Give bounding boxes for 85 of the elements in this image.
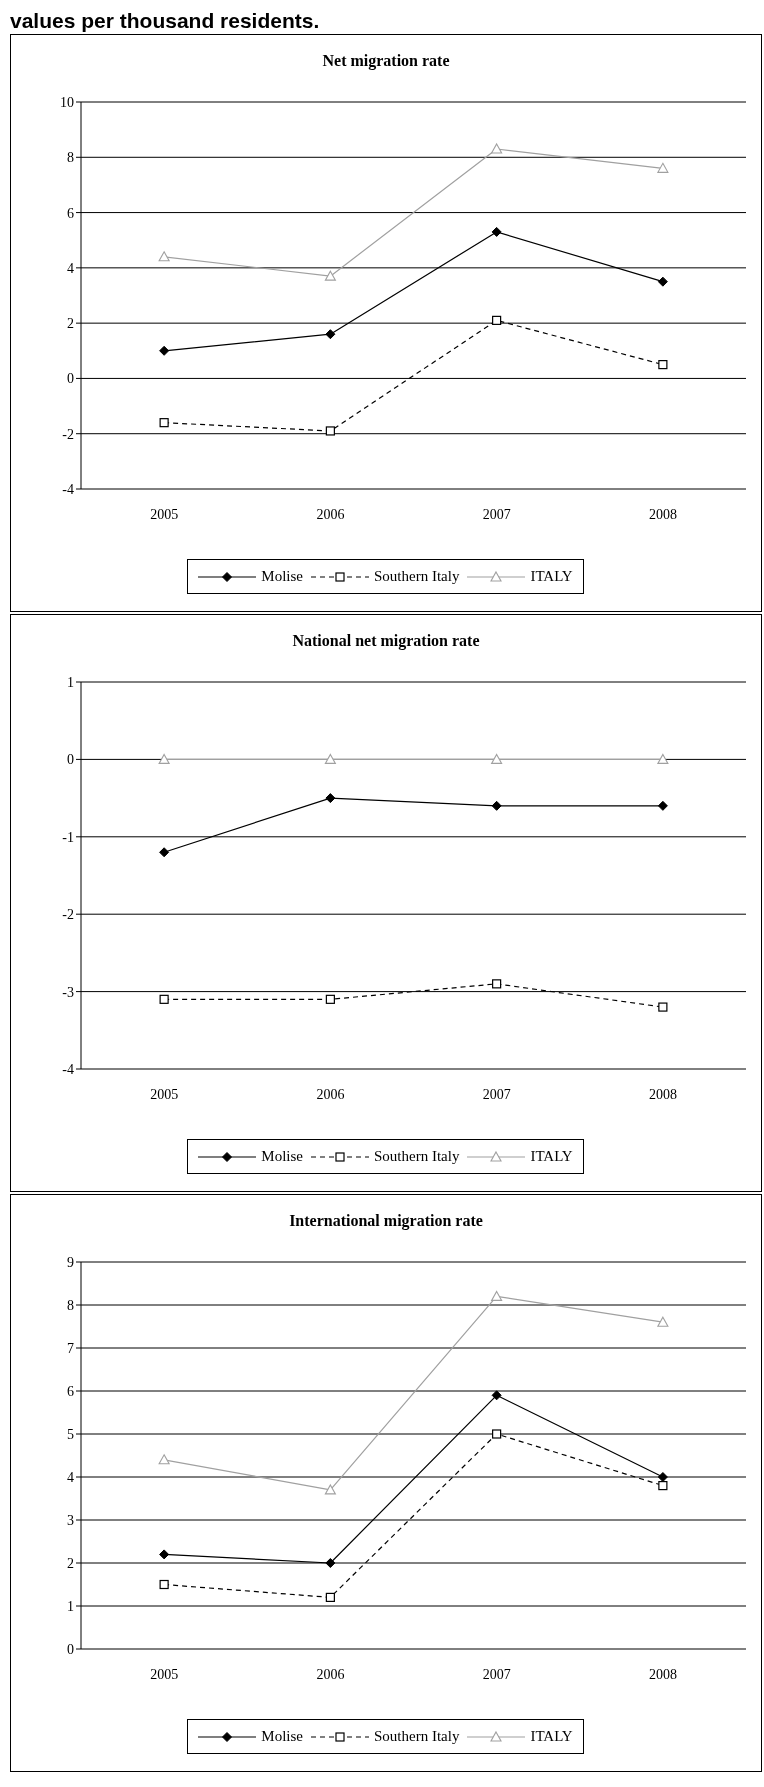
point xyxy=(325,1558,336,1568)
y-tick-label: -4 xyxy=(62,1061,74,1077)
point xyxy=(657,753,669,764)
point xyxy=(159,847,170,858)
point xyxy=(324,753,336,764)
y-tick-label: 8 xyxy=(67,1297,74,1313)
point xyxy=(159,418,169,428)
point xyxy=(491,1290,503,1301)
point xyxy=(158,251,170,262)
point xyxy=(325,994,335,1004)
legend-label: Southern Italy xyxy=(373,1148,460,1165)
legend-label: Southern Italy xyxy=(373,1728,460,1745)
y-tick-label: -4 xyxy=(62,481,74,497)
legend-label: ITALY xyxy=(530,1728,573,1745)
x-tick-label: 2005 xyxy=(150,1666,179,1682)
point xyxy=(658,1002,668,1012)
point xyxy=(658,1481,668,1491)
y-tick-label: 7 xyxy=(67,1340,74,1356)
point xyxy=(492,979,502,989)
y-tick-label: 8 xyxy=(67,150,74,166)
y-tick-label: 1 xyxy=(67,1598,74,1614)
x-tick-label: 2006 xyxy=(316,506,345,522)
point xyxy=(325,1592,335,1602)
point xyxy=(158,1454,170,1465)
point xyxy=(159,1549,170,1560)
point xyxy=(325,793,336,804)
legend-label: Molise xyxy=(261,568,303,585)
legend-label: Molise xyxy=(261,1728,303,1745)
x-tick-label: 2008 xyxy=(648,1086,677,1102)
point xyxy=(657,1316,669,1327)
point xyxy=(491,800,502,811)
y-tick-label: -1 xyxy=(62,829,74,845)
point xyxy=(325,426,335,436)
y-tick-label: 10 xyxy=(60,94,74,110)
y-tick-label: -2 xyxy=(62,426,74,442)
x-tick-label: 2007 xyxy=(482,506,511,522)
point xyxy=(324,270,336,281)
y-tick-label: 6 xyxy=(67,205,74,221)
point xyxy=(159,345,170,356)
point xyxy=(492,1429,502,1439)
point xyxy=(657,162,669,173)
point xyxy=(159,994,169,1004)
x-tick-label: 2007 xyxy=(482,1666,511,1682)
text: values per thousand residents. xyxy=(9,8,321,34)
point xyxy=(491,753,503,764)
point xyxy=(491,1390,502,1401)
y-tick-label: 4 xyxy=(67,260,74,276)
point xyxy=(159,1579,169,1590)
y-tick-label: 0 xyxy=(67,371,74,387)
x-tick-label: 2008 xyxy=(648,1666,677,1682)
y-tick-label: 2 xyxy=(67,316,74,332)
y-tick-label: 0 xyxy=(67,752,74,768)
point xyxy=(158,753,170,764)
x-tick-label: 2006 xyxy=(316,1086,345,1102)
point xyxy=(324,1484,336,1495)
point xyxy=(657,800,668,811)
y-tick-label: -2 xyxy=(62,907,74,923)
y-tick-label: 9 xyxy=(67,1254,74,1270)
x-tick-label: 2005 xyxy=(150,1086,179,1102)
legend-label: ITALY xyxy=(530,568,573,585)
legend-label: Southern Italy xyxy=(373,568,460,585)
x-tick-label: 2005 xyxy=(150,506,179,522)
y-tick-label: 5 xyxy=(67,1426,74,1442)
point xyxy=(491,143,503,154)
point xyxy=(657,276,668,287)
x-tick-label: 2006 xyxy=(316,1666,345,1682)
y-tick-label: 6 xyxy=(67,1383,74,1399)
legend-label: ITALY xyxy=(530,1148,573,1165)
chart-title: International migration rate xyxy=(289,1212,483,1230)
point xyxy=(492,315,502,325)
point xyxy=(491,226,502,237)
y-tick-label: 4 xyxy=(67,1469,74,1485)
y-tick-label: 1 xyxy=(67,674,74,690)
chart-title: National net migration rate xyxy=(292,632,480,650)
legend-label: Molise xyxy=(261,1148,303,1165)
point xyxy=(658,360,668,370)
chart-title: Net migration rate xyxy=(322,52,450,70)
point xyxy=(325,329,336,340)
point xyxy=(657,1472,668,1482)
x-tick-label: 2008 xyxy=(648,506,677,522)
y-tick-label: 3 xyxy=(67,1512,74,1528)
y-tick-label: -3 xyxy=(62,984,74,1000)
y-tick-label: 2 xyxy=(67,1555,74,1571)
x-tick-label: 2007 xyxy=(482,1086,511,1102)
y-tick-label: 0 xyxy=(67,1641,74,1657)
